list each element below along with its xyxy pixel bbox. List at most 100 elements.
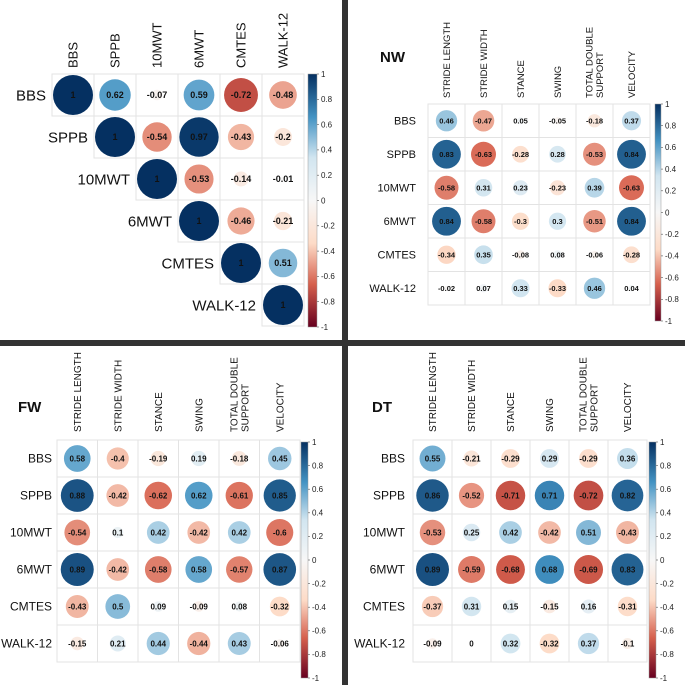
row-label: SPPB — [48, 129, 88, 146]
row-label: CMTES — [162, 255, 215, 272]
correlation-circle — [584, 177, 605, 198]
colorbar-tick-label: 0.2 — [321, 171, 333, 180]
correlation-value: -0.33 — [549, 284, 566, 293]
correlation-circle — [146, 631, 170, 656]
correlation-value: 0.84 — [624, 150, 639, 159]
correlation-value: -0.71 — [501, 491, 520, 500]
correlation-value: 0.04 — [624, 284, 639, 293]
correlation-value: 0.08 — [231, 602, 247, 611]
row-label: 10MWT — [363, 526, 406, 540]
correlation-value: 0.51 — [581, 528, 597, 537]
correlation-value: -0.19 — [149, 454, 168, 463]
correlation-value: -0.69 — [579, 565, 598, 574]
colorbar-tick-label: 0.8 — [321, 95, 333, 104]
correlation-value: 1 — [196, 216, 201, 226]
correlation-circle — [221, 243, 261, 283]
correlation-circle — [187, 521, 211, 544]
correlation-circle — [616, 521, 639, 544]
correlation-value: -0.72 — [231, 90, 252, 100]
correlation-value: -0.15 — [540, 602, 559, 611]
colorbar-tick-label: -0.6 — [660, 627, 674, 636]
correlation-circle — [458, 482, 485, 509]
correlation-value: -0.72 — [579, 491, 598, 500]
colorbar-tick-label: -0.8 — [665, 295, 679, 304]
colorbar — [300, 441, 309, 679]
correlation-value: -0.37 — [423, 602, 442, 611]
correlation-value: 0.58 — [69, 454, 85, 463]
correlation-value: -0.53 — [586, 150, 603, 159]
correlation-value: -0.28 — [623, 250, 640, 259]
colorbar-tick-label: 0.6 — [312, 485, 324, 494]
correlation-circle — [60, 479, 94, 512]
correlation-value: 0.85 — [272, 491, 288, 500]
colorbar-tick-label: 0.8 — [660, 461, 672, 470]
correlation-circle — [548, 212, 567, 230]
correlation-value: 0.58 — [191, 565, 207, 574]
colorbar-tick-label: -0.2 — [665, 230, 679, 239]
correlation-circle — [501, 449, 520, 468]
correlation-value: -0.52 — [462, 491, 481, 500]
correlation-value: 0.51 — [274, 258, 292, 268]
colorbar-tick-label: 0.2 — [665, 187, 677, 196]
correlation-value: 0.84 — [624, 217, 639, 226]
colorbar-tick-label: 0 — [312, 556, 317, 565]
correlation-value: -0.53 — [423, 528, 442, 537]
correlation-circle — [548, 279, 567, 298]
grid-cell — [607, 439, 648, 478]
correlation-circle — [146, 521, 170, 544]
correlation-value: -0.21 — [273, 216, 294, 226]
correlation-circle — [184, 164, 214, 194]
row-label: 6MWT — [370, 563, 406, 577]
correlation-circle — [227, 521, 251, 544]
correlation-circle — [458, 556, 485, 583]
correlation-circle — [444, 286, 449, 291]
row-label: BBS — [28, 452, 52, 466]
correlation-circle — [263, 553, 297, 586]
correlation-circle — [579, 449, 598, 468]
row-label: WALK-12 — [369, 283, 416, 295]
correlation-circle — [183, 79, 215, 111]
correlation-value: 0.84 — [439, 217, 454, 226]
column-label: 6MWT — [192, 30, 207, 68]
column-label: SUPPORT — [595, 52, 606, 98]
correlation-circle — [461, 596, 482, 617]
correlation-circle — [618, 175, 645, 201]
correlation-value: 0.86 — [425, 491, 441, 500]
correlation-circle — [225, 481, 253, 510]
correlation-circle — [142, 122, 172, 152]
correlation-value: 0.62 — [191, 491, 207, 500]
correlation-circle — [263, 285, 303, 325]
colorbar-tick-label: -0.8 — [312, 650, 326, 659]
column-label: STRIDE WIDTH — [479, 29, 490, 98]
colorbar-tick-label: 0.6 — [665, 143, 677, 152]
correlation-value: 1 — [112, 132, 117, 142]
correlation-value: 1 — [70, 90, 75, 100]
correlation-value: -0.63 — [623, 183, 640, 192]
correlation-value: 0.83 — [620, 565, 636, 574]
correlation-value: -0.58 — [475, 217, 492, 226]
correlation-circle — [535, 555, 564, 584]
correlation-circle — [617, 448, 638, 469]
column-label: VELOCITY — [275, 382, 286, 432]
colorbar-tick-label: -0.4 — [321, 247, 335, 256]
correlation-circle — [496, 555, 525, 584]
correlation-circle — [227, 123, 255, 151]
correlation-circle — [231, 451, 247, 466]
correlation-value: -0.57 — [230, 565, 249, 574]
grid-cell — [451, 624, 492, 663]
correlation-circle — [106, 558, 130, 581]
correlation-circle — [516, 250, 525, 260]
correlation-value: 1 — [154, 174, 159, 184]
correlation-circle — [191, 450, 207, 467]
correlation-circle — [553, 250, 562, 260]
correlation-circle — [540, 449, 559, 468]
correlation-circle — [432, 206, 461, 236]
colorbar-tick-label: 0.2 — [312, 532, 324, 541]
row-label: BBS — [394, 116, 416, 128]
correlation-value: -0.6 — [273, 528, 287, 537]
colorbar-tick-label: -0.6 — [312, 627, 326, 636]
correlation-circle — [437, 245, 456, 264]
correlation-value: 0.23 — [513, 183, 528, 192]
correlation-value: -0.15 — [68, 639, 87, 648]
